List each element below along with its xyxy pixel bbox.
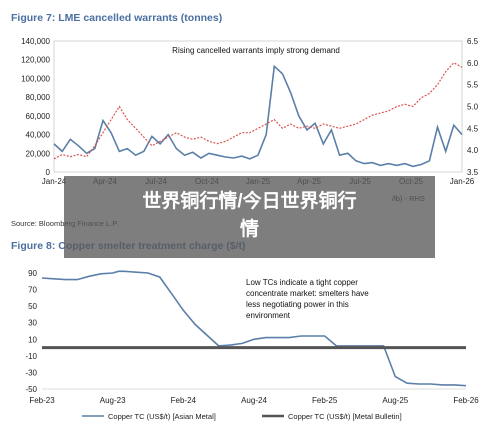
fig8-y-tick: 50 bbox=[28, 302, 37, 311]
fig8-y-tick: -30 bbox=[25, 368, 37, 377]
fig7-y2-tick: 4.0 bbox=[467, 146, 479, 155]
fig8-y-tick: 90 bbox=[28, 269, 37, 278]
overlay-line2: 情 bbox=[239, 219, 259, 240]
fig8-y-tick: 70 bbox=[28, 286, 37, 295]
fig7-y-tick: 120,000 bbox=[21, 56, 50, 65]
fig7-y2-tick: 3.5 bbox=[467, 168, 479, 177]
fig7-plot-frame bbox=[53, 40, 463, 173]
fig8-y-tick: -10 bbox=[25, 352, 37, 361]
fig8-annotation-line: concentrate market: smelters have bbox=[246, 289, 369, 298]
fig8-annotation-line: less negotiating power in this bbox=[246, 300, 349, 309]
fig7-series-price-line bbox=[53, 62, 463, 160]
fig7-series-warrants-line bbox=[53, 64, 463, 168]
fig7-y-tick: 0 bbox=[46, 168, 51, 177]
fig7-y-tick: 100,000 bbox=[21, 74, 50, 83]
fig8-annotation-line: Low TCs indicate a tight copper bbox=[246, 278, 358, 287]
fig8-annotation-line: environment bbox=[246, 311, 291, 320]
fig7-y-tick: 40,000 bbox=[26, 131, 51, 140]
fig7-y2-tick: 5.5 bbox=[467, 81, 479, 90]
fig8-y-tick: 10 bbox=[28, 335, 37, 344]
fig7-x-tick: Jan-24 bbox=[42, 177, 67, 186]
overlay-line1: 世界铜行情/今日世界铜行 bbox=[142, 191, 357, 212]
figure7-title: Figure 7: LME cancelled warrants (tonnes… bbox=[11, 12, 223, 24]
fig8-legend-asian-metal: Copper TC (US$/t) [Asian Metal] bbox=[108, 412, 216, 421]
fig7-y2-tick: 5.0 bbox=[467, 103, 479, 112]
watermark-overlay: 世界铜行情/今日世界铜行 情 bbox=[64, 176, 435, 258]
fig7-y-tick: 80,000 bbox=[26, 93, 51, 102]
fig7-y2-tick: 6.0 bbox=[467, 59, 479, 68]
fig7-annotation: Rising cancelled warrants imply strong d… bbox=[172, 46, 340, 55]
fig7-y-tick: 140,000 bbox=[21, 37, 50, 46]
fig8-legend-metal-bulletin: Copper TC (US$/t) [Metal Bulletin] bbox=[288, 412, 402, 421]
fig8-x-tick: Aug-23 bbox=[100, 396, 126, 405]
fig7-x-tick: Jan-26 bbox=[450, 177, 475, 186]
fig8-x-tick: Feb-25 bbox=[312, 396, 338, 405]
fig7-y-tick: 60,000 bbox=[26, 112, 51, 121]
fig8-x-tick: Feb-23 bbox=[29, 396, 55, 405]
fig8-y-tick: 30 bbox=[28, 319, 37, 328]
fig8-y-tick: -50 bbox=[25, 385, 37, 394]
fig8-x-tick: Feb-26 bbox=[453, 396, 479, 405]
fig7-y-tick: 20,000 bbox=[26, 149, 51, 158]
fig8-series-asian-metal-line bbox=[41, 270, 467, 387]
fig7-y2-tick: 4.5 bbox=[467, 124, 479, 133]
fig7-y2-tick: 6.5 bbox=[467, 37, 479, 46]
fig8-x-tick: Aug-24 bbox=[241, 396, 267, 405]
fig8-x-tick: Feb-24 bbox=[171, 396, 197, 405]
fig8-x-tick: Aug-25 bbox=[382, 396, 408, 405]
